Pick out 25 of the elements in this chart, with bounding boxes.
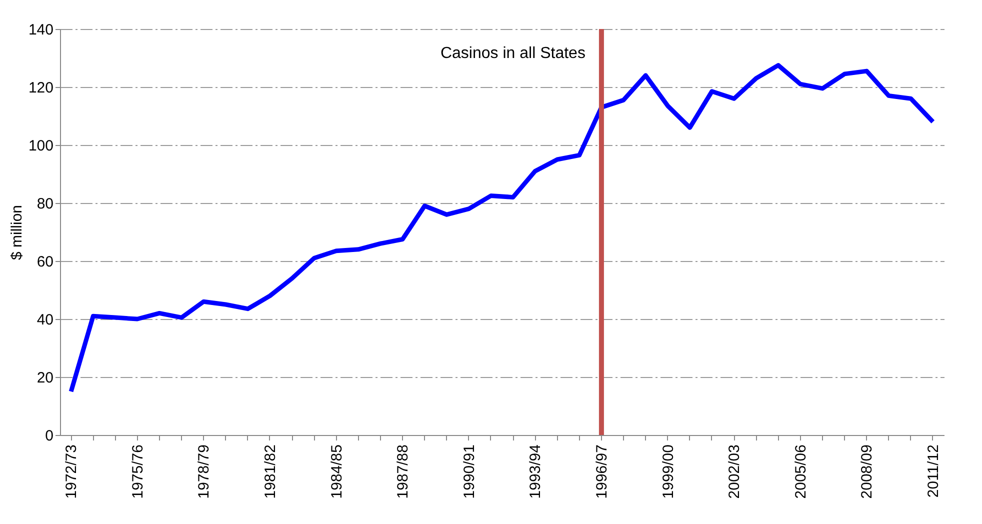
ref-line-label: Casinos in all States xyxy=(440,45,586,62)
x-tick-label: 1987/88 xyxy=(394,444,412,499)
x-tick-label: 1975/76 xyxy=(129,444,146,499)
x-tick-label: 1999/00 xyxy=(660,444,677,499)
x-tick-label: 1990/91 xyxy=(460,444,478,499)
x-tick-label: 1993/94 xyxy=(527,444,544,499)
x-tick-label: 1984/85 xyxy=(328,444,346,499)
x-tick-label: 2005/06 xyxy=(792,444,810,499)
y-tick-label: 60 xyxy=(36,254,54,270)
line-series xyxy=(68,63,936,394)
y-tick-label: 0 xyxy=(45,428,54,444)
y-tick-label: 40 xyxy=(36,312,54,328)
x-tick-label: 1981/82 xyxy=(262,444,279,499)
x-tick-label: 2011/12 xyxy=(924,444,942,498)
y-tick-label: 80 xyxy=(36,196,54,212)
x-tick-label: 2002/03 xyxy=(726,444,744,499)
y-tick-label: 140 xyxy=(28,22,54,38)
x-tick-label: 1972/73 xyxy=(63,444,80,499)
y-axis-title: $ million xyxy=(8,204,26,260)
y-tick-label: 120 xyxy=(28,80,54,96)
x-tick-label: 1978/79 xyxy=(196,444,213,499)
y-tick-label: 20 xyxy=(36,370,54,386)
y-tick-label: 100 xyxy=(28,138,54,154)
x-tick-label: 2008/09 xyxy=(858,444,876,499)
x-tick-label: 1996/97 xyxy=(593,444,610,499)
